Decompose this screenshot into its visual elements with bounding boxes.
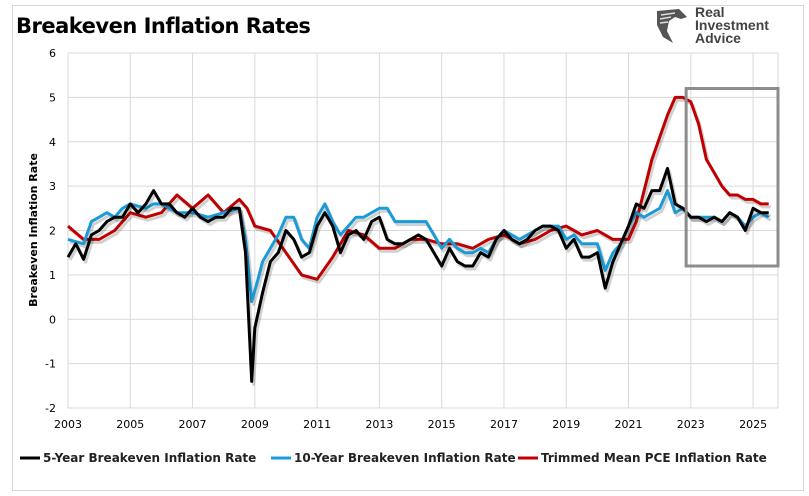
legend-label: 5-Year Breakeven Inflation Rate <box>43 451 256 465</box>
y-tick-label: -2 <box>45 402 56 415</box>
x-tick-label: 2017 <box>490 418 518 431</box>
y-tick-label: 0 <box>49 313 56 326</box>
x-tick-label: 2021 <box>615 418 643 431</box>
legend: 5-Year Breakeven Inflation Rate 10-Year B… <box>20 451 767 465</box>
x-tick-label: 2019 <box>552 418 580 431</box>
series-line <box>67 189 770 303</box>
legend-label: Trimmed Mean PCE Inflation Rate <box>541 451 767 465</box>
series-lines <box>66 95 772 386</box>
y-tick-labels: -2 -1 0 1 2 3 4 5 6 <box>45 47 56 415</box>
x-tick-label: 2023 <box>677 418 705 431</box>
x-tick-label: 2015 <box>428 418 456 431</box>
eagle-shield-icon <box>657 8 687 43</box>
series-shadow <box>68 169 771 386</box>
chart-title: Breakeven Inflation Rates <box>16 14 311 38</box>
y-tick-label: 2 <box>49 225 56 238</box>
series-line <box>66 166 769 383</box>
legend-label: 10-Year Breakeven Inflation Rate <box>294 451 516 465</box>
y-tick-label: 5 <box>49 91 56 104</box>
y-axis-label: Breakeven Inflation Rate <box>27 153 40 307</box>
chart-frame <box>12 5 804 491</box>
x-tick-label: 2011 <box>303 418 331 431</box>
logo-line: Advice <box>695 30 741 46</box>
logo-line: Investment <box>695 17 769 33</box>
logo: Real Investment Advice <box>655 4 769 46</box>
y-tick-label: 6 <box>49 47 56 60</box>
y-tick-label: 1 <box>49 269 56 282</box>
logo-line: Real <box>695 4 725 20</box>
highlight-box <box>684 87 780 268</box>
y-tick-label: 3 <box>49 180 56 193</box>
y-tick-label: -1 <box>45 358 56 371</box>
x-tick-label: 2007 <box>179 418 207 431</box>
x-tick-label: 2013 <box>365 418 393 431</box>
x-tick-label: 2005 <box>116 418 144 431</box>
x-tick-labels: 2003 2005 2007 2009 2011 2013 2015 2017 2019 2021… <box>54 418 767 431</box>
series-line <box>67 95 769 281</box>
y-tick-label: 4 <box>49 136 56 149</box>
x-tick-label: 2009 <box>241 418 269 431</box>
x-tick-label: 2003 <box>54 418 82 431</box>
x-tick-label: 2025 <box>739 418 767 431</box>
